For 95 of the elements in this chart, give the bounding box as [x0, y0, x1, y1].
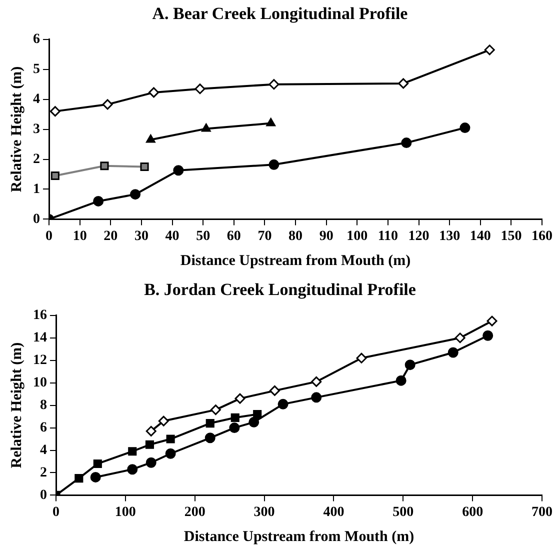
point [230, 413, 240, 422]
point [146, 457, 156, 468]
y-tick-label: 4 [33, 92, 40, 107]
point [158, 416, 169, 426]
point [201, 123, 211, 132]
chart-title: B. Jordan Creek Longitudinal Profile [143, 280, 417, 300]
point [127, 464, 138, 475]
point [93, 459, 102, 468]
x-axis-title: Distance Upstream from Mouth (m) [180, 252, 411, 269]
x-tick-label: 100 [346, 229, 368, 244]
x-tick-label: 200 [184, 505, 206, 520]
point [484, 44, 495, 56]
x-tick-label: 120 [408, 229, 430, 244]
x-tick-label: 40 [165, 229, 180, 244]
y-tick-label: 4 [40, 442, 47, 458]
y-axis-title: Relative Height (m) [8, 66, 25, 192]
point [165, 448, 176, 459]
x-tick-label: 600 [462, 505, 484, 520]
y-tick-label: 1 [33, 182, 40, 197]
point [401, 138, 412, 148]
point [486, 316, 498, 326]
point [194, 84, 206, 94]
x-tick-label: 300 [254, 505, 275, 520]
y-tick-label: 5 [33, 62, 40, 77]
x-tick-label: 80 [288, 229, 302, 244]
x-tick-label: 70 [258, 229, 272, 244]
x-tick-label: 50 [196, 229, 210, 244]
point [50, 106, 60, 117]
point [229, 422, 240, 434]
y-tick-label: 14 [33, 330, 47, 346]
point [448, 347, 458, 358]
point [206, 418, 214, 428]
x-axis-title: Distance Upstream from Mouth (m) [184, 528, 414, 545]
point [234, 393, 246, 404]
x-tick-label: 60 [226, 229, 241, 244]
point [210, 404, 221, 416]
point [454, 332, 466, 344]
point [130, 189, 141, 200]
point [253, 410, 262, 419]
point [269, 385, 280, 396]
point [148, 87, 160, 98]
point [398, 78, 409, 89]
point [460, 122, 470, 134]
y-tick-label: 16 [33, 308, 47, 324]
point [102, 99, 113, 110]
x-tick-label: 500 [392, 505, 414, 520]
x-tick-label: 700 [532, 505, 552, 520]
point [204, 432, 216, 444]
point [268, 159, 280, 170]
x-tick-label: 10 [72, 229, 87, 244]
point [248, 416, 260, 428]
point [128, 447, 137, 456]
x-tick-label: 130 [439, 229, 460, 244]
y-tick-label: 2 [40, 465, 47, 480]
point [266, 118, 276, 126]
point [140, 162, 149, 172]
y-tick-label: 6 [40, 420, 47, 436]
x-tick-label: 30 [134, 229, 148, 244]
point [356, 352, 367, 364]
y-tick-label: 0 [40, 488, 47, 503]
x-tick-label: 110 [378, 229, 398, 244]
point [146, 426, 156, 436]
point [166, 434, 175, 444]
x-tick-label: 20 [104, 229, 118, 244]
x-tick-label: 400 [323, 505, 344, 520]
point [268, 79, 280, 90]
point [93, 196, 104, 206]
point [146, 134, 156, 143]
x-tick-label: 100 [114, 505, 136, 520]
point [278, 398, 288, 410]
x-tick-label: 0 [52, 505, 60, 520]
point [404, 360, 416, 370]
point [90, 472, 101, 482]
y-tick-label: 8 [40, 398, 47, 413]
x-tick-label: 150 [500, 229, 522, 244]
point [311, 392, 322, 403]
point [74, 474, 84, 483]
x-tick-label: 160 [532, 229, 552, 244]
point [145, 440, 154, 449]
y-tick-label: 2 [33, 152, 40, 167]
y-tick-label: 3 [33, 122, 40, 137]
y-tick-label: 12 [33, 352, 47, 368]
y-tick-label: 10 [33, 375, 47, 390]
point [482, 330, 494, 341]
point [396, 375, 406, 386]
point [173, 165, 184, 176]
x-tick-label: 140 [470, 229, 491, 244]
chart-title: A. Bear Creek Longitudinal Profile [151, 4, 409, 24]
x-tick-label: 90 [319, 229, 334, 244]
point [50, 171, 60, 180]
y-axis-title: Relative Height (m) [8, 342, 25, 468]
point [100, 162, 109, 170]
y-tick-label: 6 [33, 32, 40, 48]
y-tick-label: 0 [33, 212, 40, 227]
point [311, 376, 322, 387]
